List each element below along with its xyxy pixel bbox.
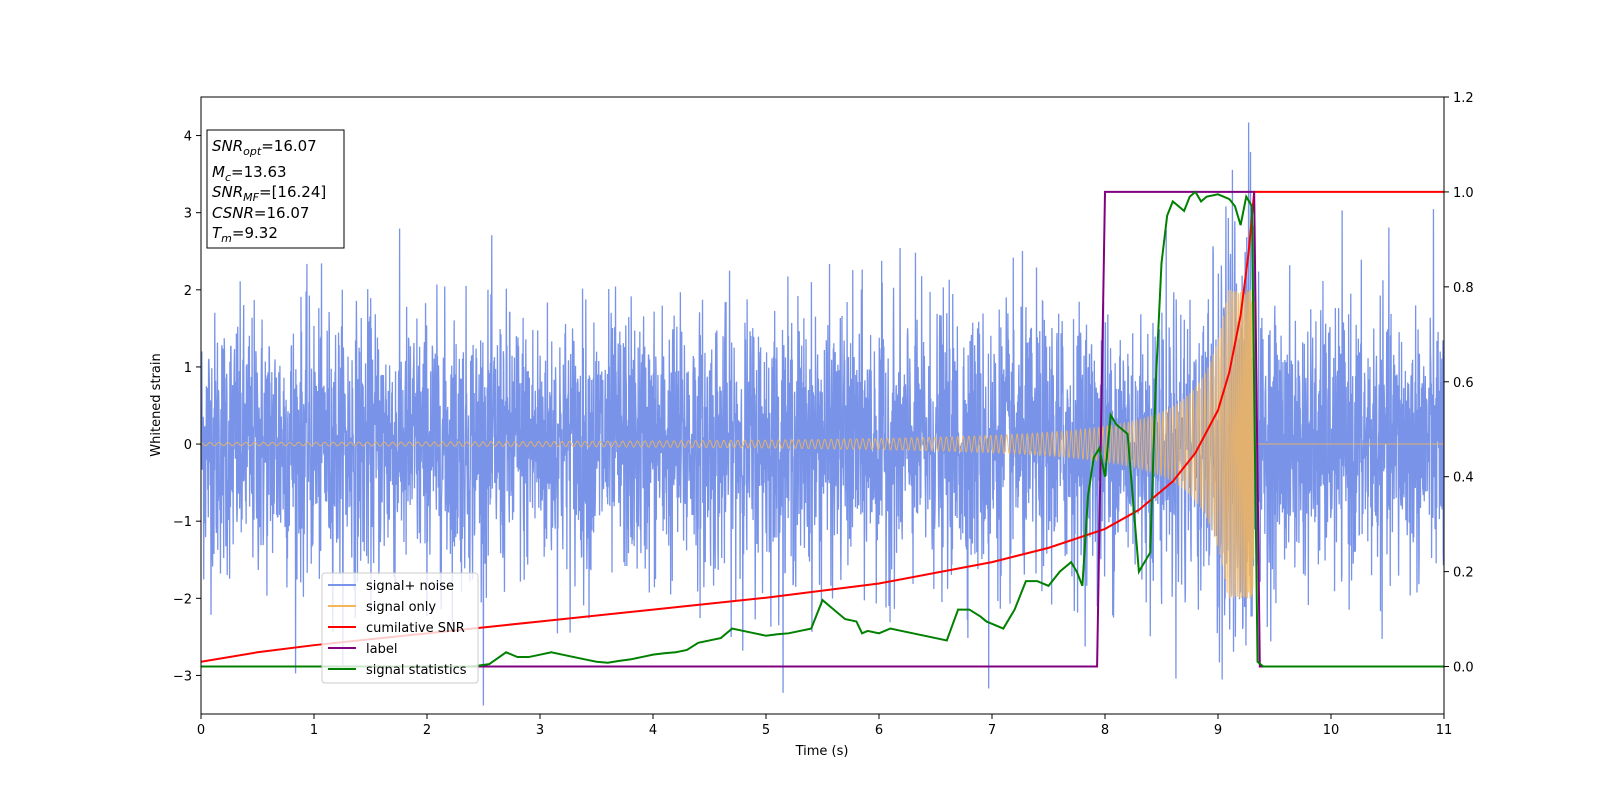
x-tick-label: 9 bbox=[1214, 723, 1222, 738]
y2-tick-label: 1.0 bbox=[1453, 186, 1474, 201]
annotation-line: CSNR=16.07 bbox=[212, 204, 309, 222]
annotation-line: Tm=9.32 bbox=[212, 224, 278, 245]
annotation-line: SNRMF=[16.24] bbox=[212, 183, 326, 204]
y-tick-label: 2 bbox=[184, 284, 192, 299]
x-tick-label: 11 bbox=[1436, 723, 1453, 738]
legend-label: label bbox=[366, 642, 397, 657]
y-axis-left: −3 −2 −1 0 1 2 3 4 bbox=[173, 130, 201, 684]
y-tick-label: 3 bbox=[184, 207, 192, 222]
y2-tick-label: 0.0 bbox=[1453, 661, 1474, 676]
annotation-line: Mc=13.63 bbox=[212, 163, 287, 184]
x-tick-label: 7 bbox=[988, 723, 996, 738]
y-tick-label: 4 bbox=[184, 130, 192, 145]
y-axis-label: Whitened strain bbox=[149, 353, 164, 456]
legend: signal+ noise signal only cumilative SNR la… bbox=[321, 572, 479, 684]
y2-tick-label: 1.2 bbox=[1453, 91, 1474, 106]
y-tick-label: −2 bbox=[173, 592, 192, 607]
legend-frame bbox=[321, 572, 479, 684]
x-axis-label: Time (s) bbox=[795, 744, 849, 759]
legend-label: signal statistics bbox=[366, 663, 467, 678]
plot-frame bbox=[200, 96, 1445, 715]
series-signal-statistics bbox=[201, 190, 1444, 668]
x-tick-label: 5 bbox=[762, 723, 770, 738]
x-tick-label: 6 bbox=[875, 723, 883, 738]
x-tick-label: 3 bbox=[536, 723, 544, 738]
legend-label: signal+ noise bbox=[366, 579, 454, 594]
annotation-frame bbox=[206, 129, 345, 249]
x-tick-label: 1 bbox=[310, 723, 318, 738]
y2-tick-label: 0.2 bbox=[1453, 566, 1474, 581]
annotation-box: SNRopt=16.07 Mc=13.63SNRMF=[16.24]CSNR=16… bbox=[206, 129, 345, 249]
y-axis-right: 0.0 0.2 0.4 0.6 0.8 1.0 1.2 bbox=[1444, 91, 1474, 676]
x-tick-label: 10 bbox=[1323, 723, 1340, 738]
x-axis: 0 1 2 3 4 5 6 7 8 9 10 11 bbox=[197, 714, 1452, 738]
x-tick-label: 4 bbox=[649, 723, 657, 738]
y2-tick-label: 0.4 bbox=[1453, 471, 1474, 486]
y-tick-label: −3 bbox=[173, 669, 192, 684]
y-tick-label: 1 bbox=[184, 361, 192, 376]
series-signal-only bbox=[201, 289, 1444, 599]
x-tick-label: 8 bbox=[1101, 723, 1109, 738]
y2-tick-label: 0.6 bbox=[1453, 376, 1474, 391]
x-tick-label: 2 bbox=[423, 723, 431, 738]
legend-label: signal only bbox=[366, 600, 436, 615]
x-tick-label: 0 bbox=[197, 723, 205, 738]
y-tick-label: 0 bbox=[184, 438, 192, 453]
legend-label: cumilative SNR bbox=[366, 621, 465, 636]
y-tick-label: −1 bbox=[173, 515, 192, 530]
annotation-line: SNRopt=16.07 bbox=[212, 137, 317, 158]
y2-tick-label: 0.8 bbox=[1453, 281, 1474, 296]
